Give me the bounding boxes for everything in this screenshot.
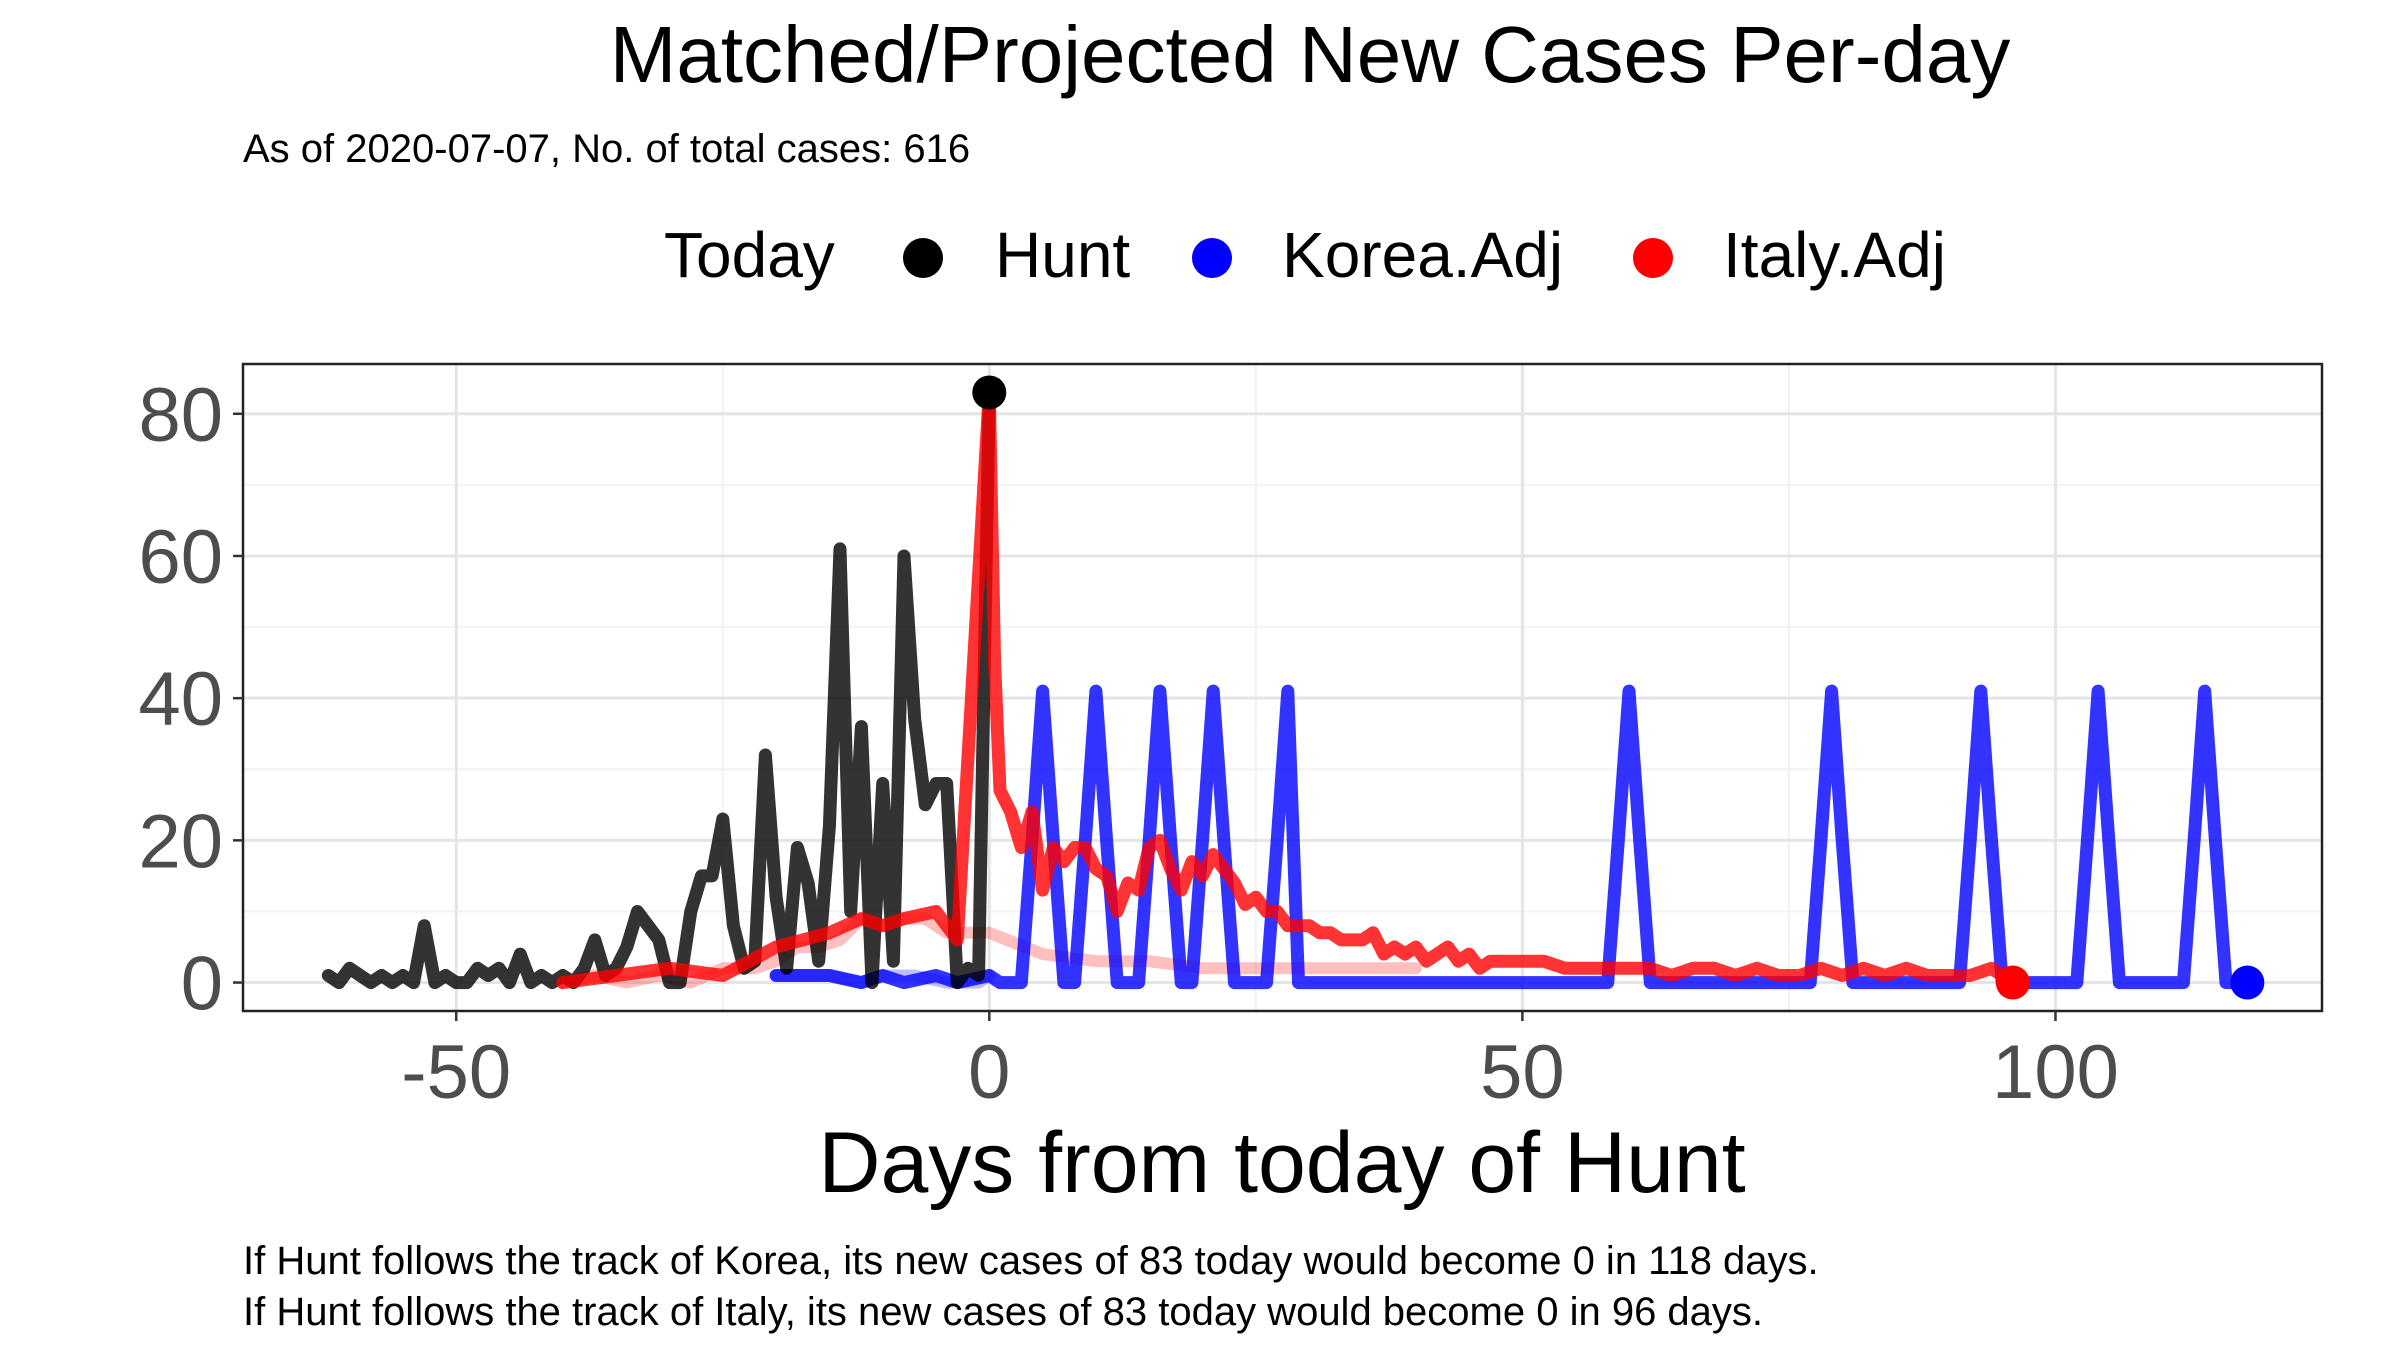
marker-hunt bbox=[972, 375, 1006, 409]
marker-italy-adj bbox=[1996, 966, 2030, 1000]
y-tick-label: 80 bbox=[138, 373, 223, 458]
y-tick-label: 0 bbox=[181, 942, 223, 1027]
chart-title: Matched/Projected New Cases Per-day bbox=[610, 10, 2011, 99]
legend-label-italy: Italy.Adj bbox=[1723, 219, 1946, 291]
legend-label-hunt: Hunt bbox=[995, 219, 1130, 291]
chart-subtitle: As of 2020-07-07, No. of total cases: 61… bbox=[243, 127, 970, 171]
y-tick-label: 20 bbox=[138, 799, 223, 884]
annotation-korea: If Hunt follows the track of Korea, its … bbox=[243, 1239, 1819, 1283]
x-tick-label: 100 bbox=[1992, 1030, 2119, 1115]
legend-key-italy bbox=[1633, 238, 1673, 278]
legend-key-hunt bbox=[903, 238, 943, 278]
x-tick-label: 0 bbox=[968, 1030, 1010, 1115]
x-axis-label: Days from today of Hunt bbox=[818, 1115, 1745, 1211]
y-tick-label: 60 bbox=[138, 515, 223, 600]
legend: Today Hunt Korea.Adj Italy.Adj bbox=[664, 219, 1946, 291]
y-tick-label: 40 bbox=[138, 657, 223, 742]
legend-label-korea: Korea.Adj bbox=[1282, 219, 1563, 291]
legend-key-korea bbox=[1192, 238, 1232, 278]
x-tick-label: 50 bbox=[1480, 1030, 1565, 1115]
legend-title: Today bbox=[664, 219, 835, 291]
annotation-italy: If Hunt follows the track of Italy, its … bbox=[243, 1290, 1763, 1334]
marker-korea-adj bbox=[2230, 966, 2264, 1000]
x-tick-label: -50 bbox=[401, 1030, 511, 1115]
